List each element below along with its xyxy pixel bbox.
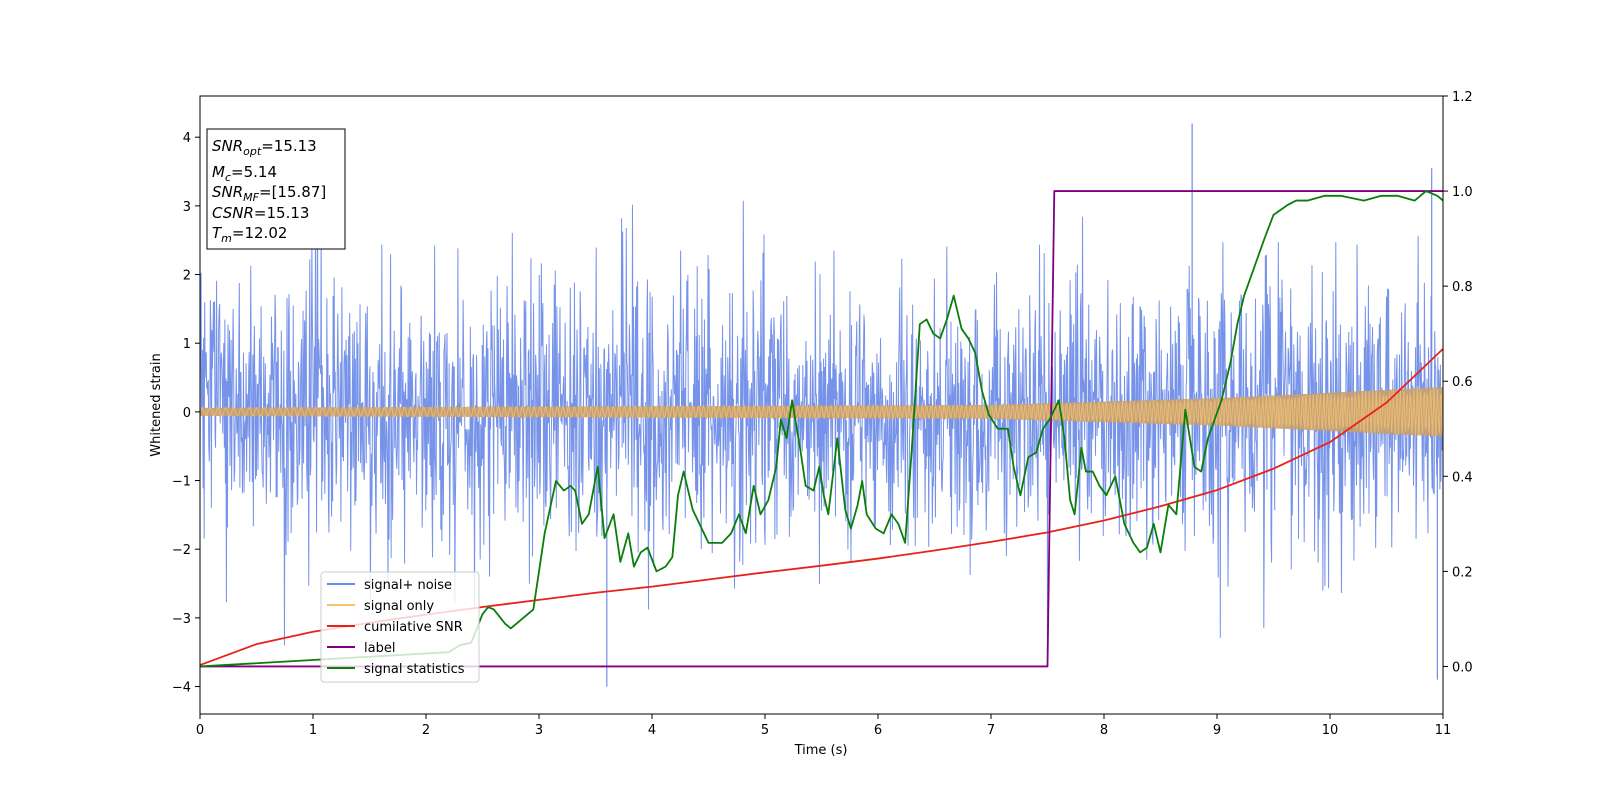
- y2-tick-label-0.4: 0.4: [1452, 470, 1473, 485]
- info-mc: Mc=5.14: [212, 163, 277, 184]
- legend-label-signal-noise: signal+ noise: [364, 578, 452, 593]
- legend-label-signal-statistics: signal statistics: [364, 662, 465, 677]
- info-box-frame: [206, 128, 346, 250]
- series-signal-only: [199, 387, 1444, 436]
- y-tick-label-3: 3: [183, 200, 191, 215]
- y-tick-label-4: 4: [183, 131, 191, 146]
- axes-layer: 0 1 2 3 4 5 6 7 8 9 10 11 −4 −3 −2 −1 0 1 2 3 4 0.0 0.2 0.4 0.6 0…: [172, 90, 1473, 738]
- y2-tick-label-1.0: 1.0: [1452, 185, 1473, 200]
- x-tick-label-10: 10: [1322, 723, 1339, 738]
- x-tick-label-0: 0: [196, 723, 204, 738]
- series-signal-only-envelope: [200, 387, 1443, 437]
- y-tick-label-0: 0: [183, 406, 191, 421]
- info-box: SNRopt=15.13 Mc=5.14 SNRMF=[15.87] CSNR=…: [206, 128, 346, 250]
- x-tick-label-6: 6: [874, 723, 882, 738]
- x-tick-label-9: 9: [1213, 723, 1221, 738]
- y2-tick-label-0.2: 0.2: [1452, 565, 1473, 580]
- series-signal-statistics: [199, 190, 1444, 668]
- x-tick-label-8: 8: [1100, 723, 1108, 738]
- y2-tick-label-0.8: 0.8: [1452, 280, 1473, 295]
- info-csnr: CSNR=15.13: [212, 204, 309, 222]
- y2-tick-label-1.2: 1.2: [1452, 90, 1473, 105]
- info-snr-mf: SNRMF=[15.87]: [212, 183, 326, 204]
- x-tick-label-4: 4: [648, 723, 656, 738]
- y-tick-label--1: −1: [172, 475, 191, 490]
- legend-label-cumulative-snr: cumilative SNR: [364, 620, 463, 635]
- info-tm: Tm=12.02: [212, 224, 287, 245]
- y2-tick-label-0.6: 0.6: [1452, 375, 1473, 390]
- y-axis-label: Whitened strain: [149, 353, 164, 456]
- y-tick-label--4: −4: [172, 681, 191, 696]
- legend-label-label: label: [364, 641, 395, 656]
- x-tick-label-5: 5: [761, 723, 769, 738]
- x-tick-label-7: 7: [987, 723, 995, 738]
- x-tick-label-2: 2: [422, 723, 430, 738]
- y-tick-label--3: −3: [172, 612, 191, 627]
- x-tick-label-1: 1: [309, 723, 317, 738]
- info-snr-opt: SNRopt=15.13: [212, 137, 317, 158]
- x-tick-label-11: 11: [1435, 723, 1452, 738]
- y-tick-label-2: 2: [183, 269, 191, 284]
- y-tick-label-1: 1: [183, 337, 191, 352]
- series-label: [200, 190, 1443, 668]
- legend-label-signal-only: signal only: [364, 599, 434, 614]
- legend: signal+ noise signal only cumilative SNR…: [320, 571, 480, 683]
- legend-frame: [320, 571, 480, 683]
- y2-tick-label-0.0: 0.0: [1452, 660, 1473, 675]
- series-signal-noise: [200, 200, 1443, 646]
- plot-frame: [199, 95, 1444, 715]
- x-tick-label-3: 3: [535, 723, 543, 738]
- y-tick-label--2: −2: [172, 543, 191, 558]
- plot-layer: [199, 123, 1444, 687]
- x-axis-label: Time (s): [794, 743, 848, 758]
